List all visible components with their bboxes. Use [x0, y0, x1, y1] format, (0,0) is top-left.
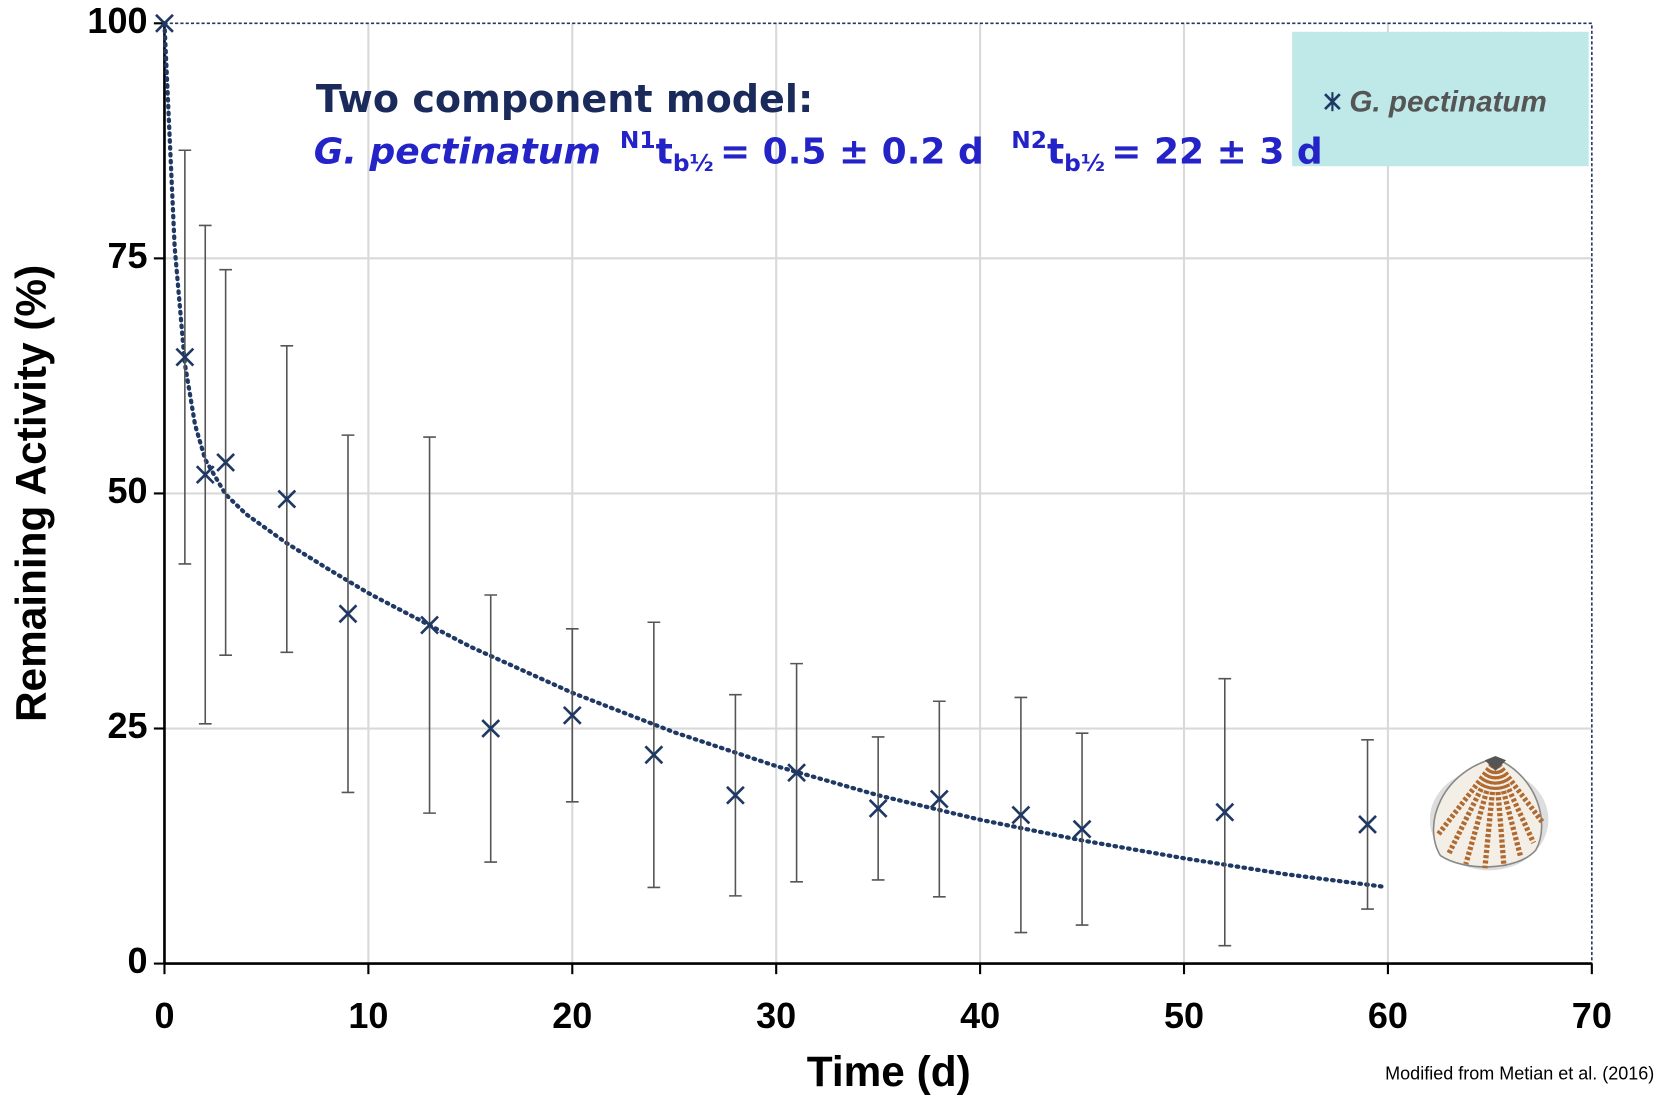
plot-frame [164, 22, 1593, 964]
data-point [1215, 802, 1235, 822]
annotation-title: Two component model: [316, 77, 813, 121]
data-point [481, 719, 501, 738]
marker-stroke [277, 489, 297, 509]
data-point [1072, 819, 1092, 839]
marker-stroke [929, 789, 949, 809]
marker-stroke [1215, 802, 1235, 822]
species: G. pectinatum [314, 132, 601, 173]
marker-stroke [195, 465, 215, 485]
data-point [562, 705, 582, 725]
legend-label: G. pectinatum [1349, 86, 1547, 119]
data-point [338, 604, 358, 624]
marker-stroke [420, 615, 439, 635]
marker-stroke [562, 705, 582, 725]
term-rest: = 22 ± 3 d [1111, 132, 1322, 173]
term-base: t [1047, 132, 1064, 173]
y-tick-label: 0 [127, 940, 147, 981]
marker-stroke [1011, 805, 1031, 825]
marker-stroke [155, 13, 174, 33]
data-point [787, 763, 806, 783]
y-axis-title: Remaining Activity (%) [7, 265, 54, 722]
data-point [1011, 805, 1031, 825]
marker-stroke [216, 453, 236, 472]
source-note: Modified from Metian et al. (2016) [1385, 1064, 1654, 1084]
term-rest: = 0.5 ± 0.2 d [720, 132, 984, 173]
marker-stroke [787, 763, 806, 783]
data-point [644, 745, 664, 765]
x-tick-label: 50 [1164, 995, 1204, 1036]
y-tick-label: 100 [87, 0, 147, 41]
data-point [868, 799, 888, 818]
x-tick-label: 10 [348, 995, 388, 1036]
annotation-formula: G. pectinatum N1tb½ = 0.5 ± 0.2 d N2tb½ = 22… [314, 126, 1323, 176]
data-point [216, 453, 236, 472]
x-tick-label: 60 [1368, 995, 1408, 1036]
marker-stroke [1358, 815, 1377, 834]
shell-illustration [1429, 756, 1549, 871]
x-axis-title: Time (d) [807, 1048, 971, 1095]
data-point [277, 489, 297, 509]
data-point [155, 13, 174, 33]
term-sub: b½ [1064, 150, 1105, 177]
marker-stroke [175, 347, 195, 367]
marker-stroke [868, 799, 888, 818]
term-sup: N1 [620, 126, 656, 153]
x-tick-label: 0 [154, 995, 174, 1036]
data-point [1358, 815, 1377, 834]
legend-box [1292, 31, 1589, 167]
x-tick-label: 70 [1572, 995, 1612, 1036]
marker-stroke [726, 785, 745, 805]
marker-stroke [644, 745, 664, 765]
data-point [420, 615, 439, 635]
x-tick-label: 20 [552, 995, 592, 1036]
x-tick-label: 40 [960, 995, 1000, 1036]
y-tick-label: 75 [107, 235, 147, 276]
term-sup: N2 [1011, 126, 1047, 153]
x-tick-label: 30 [756, 995, 796, 1036]
term-base: t [656, 132, 673, 173]
data-point [195, 465, 215, 485]
data-point [726, 785, 745, 805]
marker-stroke [1072, 819, 1092, 839]
data-point [929, 789, 949, 809]
marker-stroke [481, 719, 501, 738]
marker-stroke [338, 604, 358, 624]
data-point [175, 347, 195, 367]
y-tick-label: 25 [107, 705, 147, 746]
fit-curve [162, 21, 1384, 889]
y-tick-label: 50 [107, 470, 147, 511]
term-sub: b½ [673, 150, 714, 177]
